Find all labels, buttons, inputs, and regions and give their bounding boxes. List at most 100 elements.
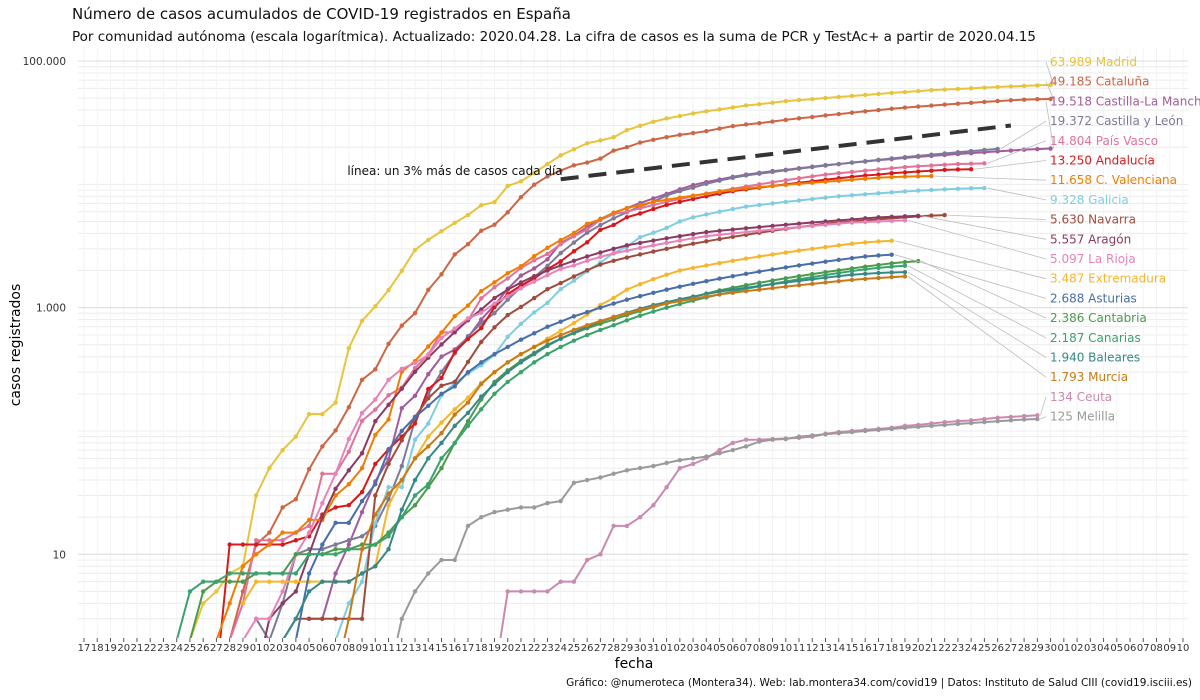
data-point — [571, 480, 577, 486]
data-point — [518, 369, 524, 375]
data-point — [810, 277, 815, 282]
chart-subtitle: Por comunidad autónoma (escala logarítmi… — [72, 29, 1036, 45]
data-point — [757, 228, 762, 233]
data-point — [611, 251, 616, 256]
data-point — [783, 199, 788, 205]
data-point — [889, 264, 894, 269]
data-point — [373, 512, 378, 517]
data-point — [637, 140, 643, 145]
data-point — [836, 171, 841, 176]
x-tick-label: 01 — [660, 643, 673, 654]
series-end-label: 3.487 Extremadura — [1050, 272, 1166, 286]
data-point — [426, 403, 431, 409]
series-end-label: 1.940 Baleares — [1050, 351, 1140, 365]
data-point — [386, 287, 391, 293]
data-point — [717, 126, 722, 131]
data-point — [783, 276, 788, 281]
data-point — [545, 245, 550, 250]
data-point — [929, 163, 934, 168]
data-point — [558, 259, 563, 264]
data-point — [651, 290, 656, 295]
data-point — [982, 161, 987, 166]
data-point — [571, 163, 577, 168]
data-point — [558, 579, 563, 584]
data-point — [214, 589, 219, 594]
data-point — [796, 116, 802, 121]
data-point — [1035, 83, 1040, 88]
data-point — [624, 215, 630, 220]
data-point — [968, 167, 974, 172]
data-point — [531, 505, 537, 510]
data-point — [810, 223, 815, 229]
data-point — [915, 169, 921, 174]
data-point — [505, 344, 510, 350]
data-point — [849, 277, 855, 283]
data-point — [1021, 97, 1027, 102]
data-point — [479, 394, 484, 399]
data-point — [505, 297, 510, 302]
data-point — [359, 377, 365, 383]
data-point — [333, 547, 338, 552]
data-point — [876, 215, 881, 220]
data-point — [743, 256, 749, 261]
data-point — [770, 437, 775, 442]
data-point — [677, 199, 683, 205]
data-point — [929, 213, 934, 218]
data-point — [253, 616, 259, 621]
series-end-label: 63.989 Madrid — [1050, 55, 1137, 69]
data-point — [730, 290, 736, 295]
data-point — [677, 113, 683, 119]
data-point — [359, 547, 365, 552]
x-tick-label: 09 — [1163, 643, 1176, 654]
data-point — [637, 293, 643, 299]
data-point — [849, 93, 855, 99]
data-point — [465, 359, 471, 365]
data-point — [359, 465, 365, 471]
data-point — [412, 369, 418, 374]
x-tick-label: 18 — [475, 643, 488, 654]
data-point — [359, 534, 365, 539]
data-point — [558, 168, 563, 173]
data-point — [849, 110, 855, 115]
data-point — [505, 507, 510, 512]
data-point — [280, 589, 285, 594]
data-point — [876, 239, 881, 244]
data-point — [783, 284, 788, 289]
data-point — [902, 263, 908, 268]
data-point — [876, 107, 881, 113]
data-point — [518, 179, 524, 184]
x-tick-label: 05 — [303, 643, 316, 654]
data-point — [955, 167, 961, 172]
data-point — [545, 300, 550, 306]
data-point — [571, 230, 577, 236]
series-end-label: 2.386 Cantabria — [1050, 311, 1147, 325]
data-point — [611, 301, 616, 306]
data-point — [333, 571, 338, 576]
y-axis-ticks: 10 1.000 100.000 — [23, 56, 66, 561]
data-point — [743, 271, 749, 277]
series-end-label: 1.793 Murcia — [1050, 370, 1128, 384]
data-point — [849, 220, 855, 225]
x-axis-label: fecha — [615, 656, 654, 672]
data-point — [386, 402, 391, 408]
data-point — [757, 202, 762, 208]
data-point — [637, 252, 643, 257]
data-point — [1008, 148, 1014, 153]
data-point — [479, 310, 484, 315]
data-point — [836, 221, 841, 226]
data-point — [333, 552, 338, 557]
data-point — [902, 164, 908, 170]
data-point — [346, 503, 352, 508]
data-point — [889, 238, 894, 243]
data-point — [690, 185, 696, 190]
data-point — [902, 269, 908, 275]
data-point — [571, 258, 577, 263]
data-point — [373, 564, 378, 569]
data-point — [492, 391, 497, 397]
data-point — [465, 523, 471, 529]
data-point — [902, 425, 908, 431]
x-tick-label: 04 — [289, 643, 302, 654]
data-point — [876, 191, 881, 196]
data-point — [518, 264, 524, 269]
data-point — [624, 127, 630, 133]
